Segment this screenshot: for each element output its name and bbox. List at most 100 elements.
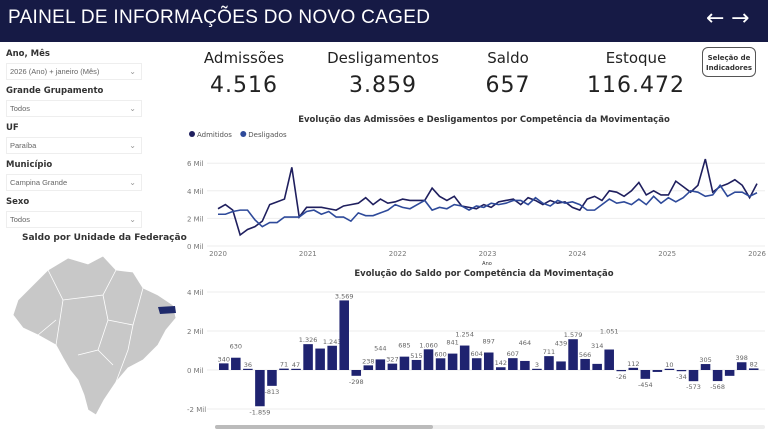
kpi-card: Saldo 657: [438, 49, 578, 98]
bar: [664, 368, 675, 370]
data-label: 600: [434, 350, 446, 358]
data-label: 544: [374, 344, 386, 352]
data-label: 604: [470, 350, 482, 358]
line-chart-title: Evolução das Admissões e Desligamentos p…: [298, 115, 670, 125]
bar: [568, 339, 578, 370]
kpi-card: Desligamentos 3.859: [313, 49, 453, 98]
bar: [243, 368, 253, 370]
filter-dropdown[interactable]: Paraíba ⌄: [6, 137, 142, 154]
bar: [736, 362, 747, 370]
chevron-down-icon: ⌄: [129, 178, 136, 187]
filter-value: Todos: [10, 215, 31, 224]
kpi-value: 3.859: [349, 73, 417, 98]
selecao-indicadores-button[interactable]: Seleção de Indicadores: [702, 47, 756, 77]
data-label: 515: [410, 352, 422, 360]
y-tick-label: -2 Mil: [187, 406, 206, 414]
bar: [471, 358, 482, 370]
kpi-label: Saldo: [487, 49, 529, 67]
kpi-card: Estoque 116.472: [566, 49, 706, 98]
bar: [520, 360, 530, 370]
filter-dropdown[interactable]: Todos ⌄: [6, 211, 142, 228]
y-tick-label: 2 Mil: [187, 328, 204, 336]
y-tick-label: 4 Mil: [187, 188, 204, 196]
selection-button-line2: Indicadores: [705, 64, 753, 72]
bar: [375, 359, 386, 370]
data-label: 3: [535, 361, 539, 369]
brazil-map[interactable]: [8, 250, 180, 422]
filter-dropdown[interactable]: Campina Grande ⌄: [6, 174, 142, 191]
kpi-label: Estoque: [605, 49, 667, 67]
bar: [459, 345, 470, 370]
bar: [544, 356, 554, 370]
data-label: 1.579: [564, 331, 583, 339]
data-label: 464: [519, 339, 531, 347]
page-title: PAINEL DE INFORMAÇÕES DO NOVO CAGED: [8, 7, 431, 28]
data-label: -454: [638, 381, 653, 389]
bar: [231, 357, 241, 370]
filter-label: Sexo: [6, 197, 30, 207]
data-label: -298: [349, 378, 364, 386]
filter-value: Todos: [10, 104, 31, 113]
legend-marker: [189, 131, 195, 137]
data-label: 1.051: [600, 328, 619, 336]
state-borders: [37, 269, 144, 383]
data-label: 841: [446, 339, 458, 347]
bar: [363, 365, 374, 370]
series-line-admitidos: [217, 158, 758, 237]
filter-dropdown[interactable]: Todos ⌄: [6, 100, 142, 117]
kpi-value: 657: [485, 73, 531, 98]
data-label: 1.060: [419, 341, 438, 349]
bar: [483, 352, 494, 370]
filter-dropdown[interactable]: 2026 (Ano) + janeiro (Mês) ⌄: [6, 63, 142, 80]
bar: [219, 363, 229, 370]
bar: [387, 363, 398, 370]
data-label: 305: [699, 356, 711, 364]
bar-chart-title: Evolução do Saldo por Competência da Mov…: [354, 269, 614, 279]
data-label: 685: [398, 342, 410, 350]
bar: [748, 368, 759, 370]
filter-label: Município: [6, 160, 53, 170]
bar: [580, 358, 590, 370]
series-line-desligados: [218, 183, 758, 228]
bar: [435, 358, 446, 370]
bar: [315, 348, 325, 370]
line-chart[interactable]: 0 Mil 2 Mil 4 Mil 6 Mil 2020 2021 2022 2023 2024…: [185, 126, 768, 268]
bar: [447, 353, 458, 370]
data-label: 327: [386, 356, 398, 364]
kpi-value: 116.472: [587, 73, 685, 98]
arrow-left-icon[interactable]: ←: [706, 6, 725, 31]
data-label: 3.569: [335, 292, 354, 300]
data-label: 1.254: [455, 331, 474, 339]
bar: [652, 370, 663, 372]
y-tick-label: 6 Mil: [187, 160, 204, 168]
bar: [700, 364, 711, 370]
data-label: -26: [616, 373, 627, 381]
bar: [640, 370, 651, 379]
data-label: -568: [710, 383, 725, 391]
data-label: 340: [218, 355, 230, 363]
data-label: 71: [280, 361, 288, 369]
kpi-value: 4.516: [210, 73, 278, 98]
bar: [616, 370, 627, 372]
scrollbar-thumb[interactable]: [215, 425, 433, 429]
filter-label: UF: [6, 123, 19, 133]
legend-desligados: Desligados: [248, 131, 287, 139]
paraiba-highlight[interactable]: [158, 306, 176, 314]
data-label: 10: [665, 361, 673, 369]
map-title: Saldo por Unidade da Federação: [22, 233, 187, 243]
data-label: 1.326: [299, 336, 318, 344]
arrow-right-icon[interactable]: →: [731, 6, 750, 31]
x-tick-label: 2025: [658, 250, 676, 258]
bar: [688, 370, 699, 382]
data-label: 82: [750, 360, 758, 368]
y-tick-label: 0 Mil: [187, 243, 204, 251]
bar: [556, 361, 566, 370]
bar: [339, 300, 349, 370]
data-label: -1.859: [249, 408, 270, 416]
x-tick-label: 2022: [389, 250, 407, 258]
data-label: 36: [244, 361, 252, 369]
bar: [676, 370, 687, 372]
bar: [712, 370, 723, 382]
x-tick-label: 2020: [209, 250, 227, 258]
